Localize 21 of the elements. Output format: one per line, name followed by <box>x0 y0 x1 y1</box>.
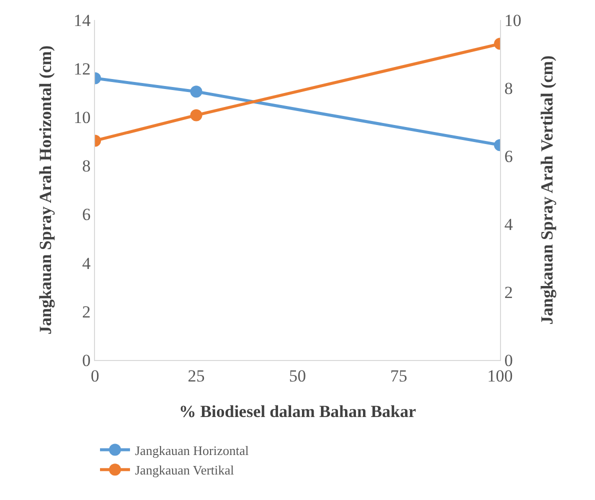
y-tick-label: 4 <box>82 254 92 273</box>
legend-label: Jangkauan Vertikal <box>135 462 234 478</box>
x-tick-label: 25 <box>188 366 205 386</box>
y2-axis-title: Jangkauan Spray Arah Vertikal (cm) <box>538 55 556 325</box>
y2-tick-label: 6 <box>504 146 513 166</box>
y2-tick-label: 4 <box>504 214 514 234</box>
y-tick-label: 6 <box>82 205 91 224</box>
y-tick-label: 14 <box>74 10 92 30</box>
y2-tick-label: 8 <box>504 78 513 98</box>
legend-label: Jangkauan Horizontal <box>135 442 250 458</box>
y-tick-label: 0 <box>82 350 91 370</box>
x-tick-label: 50 <box>289 366 306 386</box>
y-tick-label: 12 <box>74 60 91 79</box>
y-tick-label: 10 <box>74 108 91 128</box>
y-tick-label: 2 <box>82 302 91 322</box>
y2-tick-label: 10 <box>504 10 522 30</box>
x-axis-title: % Biodiesel dalam Bahan Bakar <box>178 402 416 421</box>
x-tick-label: 75 <box>390 366 408 386</box>
y2-tick-label: 2 <box>504 282 513 302</box>
y-tick-label: 8 <box>82 156 91 176</box>
y-axis-title: Jangkauan Spray Arah Horizontal (cm) <box>36 45 55 335</box>
